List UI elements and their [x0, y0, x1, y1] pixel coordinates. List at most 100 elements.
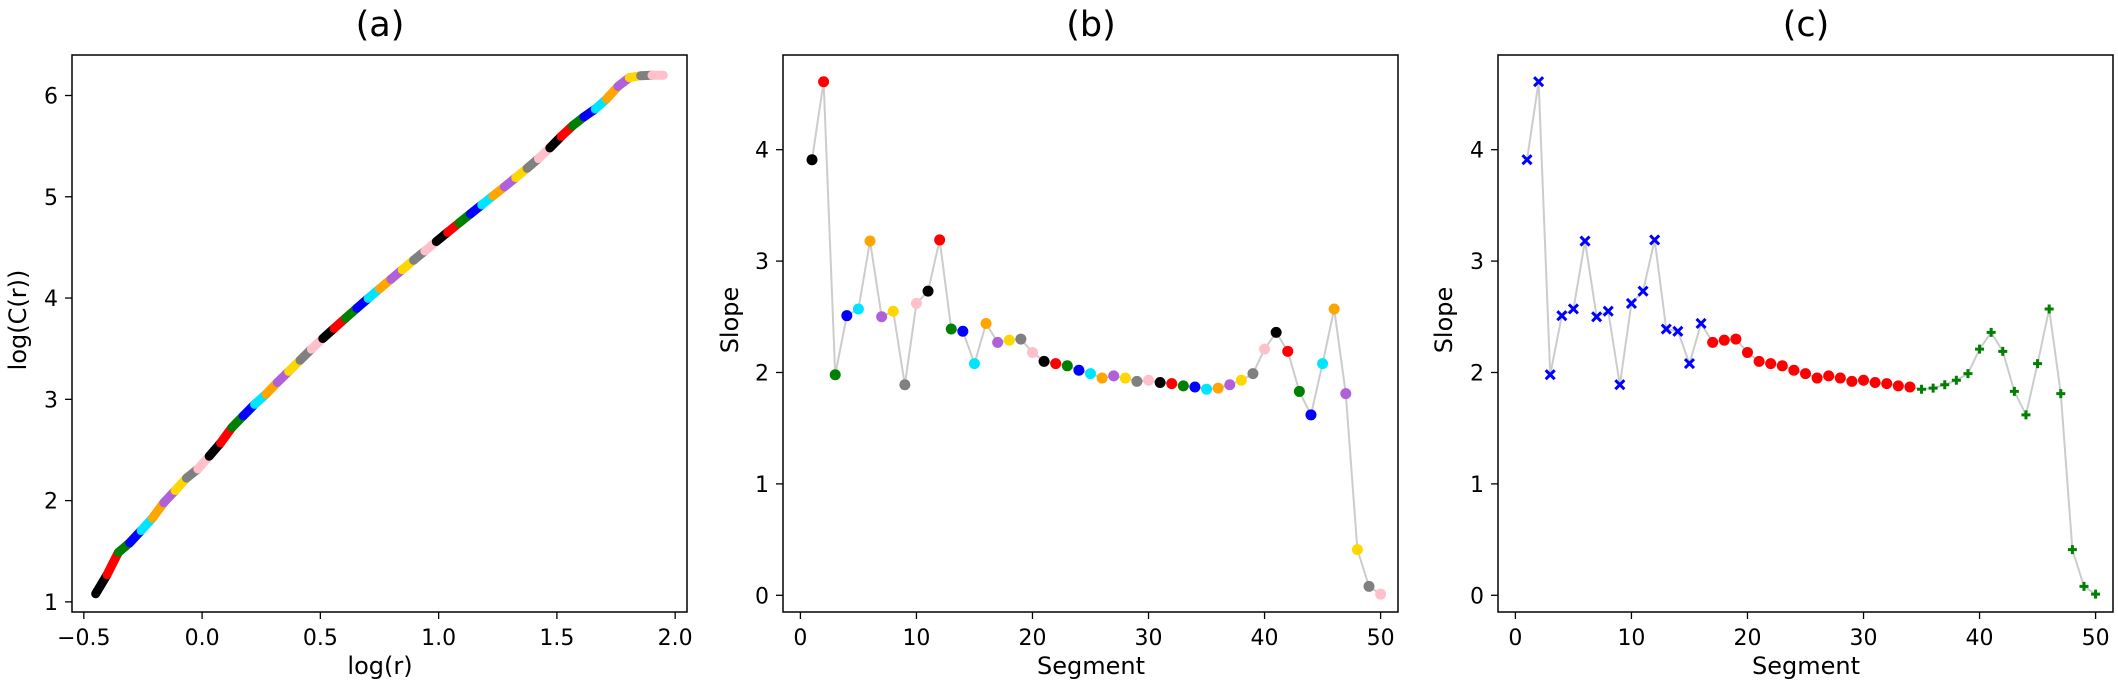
y-tick-label: 4 [1470, 139, 1484, 164]
slope-point-50 [1375, 588, 1387, 600]
slope-point-48 [1351, 544, 1363, 556]
x-tick-label: 1.5 [539, 626, 574, 651]
slope-point-9 [899, 379, 911, 391]
slope-point-23 [1061, 360, 1073, 372]
slope-point-25 [1800, 368, 1811, 380]
slope-point-21 [1038, 355, 1050, 367]
slope-point-21 [1753, 355, 1765, 367]
slope-point-29 [1846, 375, 1858, 387]
slope-point-10 [1625, 297, 1638, 309]
x-tick-label: 50 [2082, 626, 2110, 651]
slope-point-34 [1189, 381, 1201, 393]
y-tick-label: 2 [755, 361, 769, 386]
panel-a: (a) log(r) log(C(r)) −0.5 0.0 0.5 1.0 1.5 2.0… [4, 5, 693, 680]
slope-point-9 [1614, 379, 1626, 391]
slope-point-46 [1328, 303, 1340, 315]
slope-point-7 [876, 311, 888, 323]
panel-a-marks [91, 70, 668, 599]
slope-point-14 [1672, 325, 1684, 337]
slope-point-22 [1050, 358, 1062, 370]
slope-point-37 [1940, 380, 1950, 390]
slope-point-44 [2021, 410, 2031, 420]
slope-point-45 [1317, 358, 1329, 370]
slope-point-30 [1143, 374, 1155, 386]
slope-point-1 [806, 154, 818, 166]
x-tick-label: 30 [1850, 626, 1878, 651]
x-tick-label: 0 [1508, 626, 1522, 651]
slope-point-30 [1858, 374, 1870, 386]
panel-a-ylabel: log(C(r)) [4, 270, 32, 371]
slope-point-43 [1293, 385, 1305, 397]
slope-point-24 [1073, 364, 1085, 376]
slope-point-49 [2079, 581, 2089, 591]
slope-point-12 [1649, 234, 1661, 246]
slope-point-38 [1235, 374, 1247, 386]
slope-point-44 [1305, 409, 1317, 421]
y-tick-label: 0 [1470, 584, 1484, 609]
slope-point-11 [922, 285, 934, 297]
slope-point-49 [1363, 580, 1375, 592]
y-tick-label: 3 [1470, 250, 1484, 275]
slope-point-40 [1975, 344, 1985, 354]
panel-b-frame [782, 54, 1399, 613]
x-tick-label: 2.0 [658, 626, 693, 651]
slope-point-20 [1026, 346, 1038, 358]
slope-point-34 [1904, 381, 1916, 393]
panel-b-ylabel: Slope [716, 287, 744, 354]
slope-point-16 [1695, 317, 1707, 330]
slope-point-10 [910, 297, 922, 309]
y-tick-label: 0 [755, 584, 769, 609]
slope-point-42 [1282, 345, 1294, 357]
slope-point-28 [1834, 372, 1846, 384]
panel-c-frame [1497, 54, 2114, 613]
slope-point-2 [1533, 76, 1545, 88]
slope-point-48 [2067, 545, 2077, 555]
panel-b-ticks: 0 10 20 30 40 50 0 1 2 3 4 [755, 139, 1395, 651]
slope-point-6 [1579, 235, 1591, 247]
slope-connector-line [811, 81, 1382, 596]
slope-point-35 [1917, 384, 1927, 394]
y-tick-label: 1 [755, 473, 769, 498]
panel-c-title: (c) [1783, 5, 1830, 45]
x-tick-label: 20 [1018, 626, 1046, 651]
y-tick-label: 5 [44, 186, 58, 211]
slope-point-4 [1556, 310, 1568, 322]
slope-point-13 [1660, 323, 1672, 335]
y-tick-label: 1 [1470, 473, 1484, 498]
x-tick-label: 30 [1135, 626, 1163, 651]
slope-point-26 [1811, 372, 1823, 384]
panel-c-marks [1521, 76, 2101, 599]
y-tick-label: 2 [44, 490, 58, 515]
x-tick-label: −0.5 [57, 626, 110, 651]
slope-point-33 [1177, 380, 1189, 392]
slope-point-15 [968, 358, 980, 370]
y-tick-label: 3 [44, 388, 58, 413]
slope-point-17 [1707, 336, 1719, 348]
slope-point-47 [2056, 389, 2066, 399]
slope-connector-line [1526, 81, 2097, 596]
x-tick-label: 50 [1367, 626, 1395, 651]
slope-point-14 [957, 325, 969, 337]
panel-a-title: (a) [356, 5, 405, 45]
slope-point-18 [1718, 334, 1730, 346]
x-tick-label: 10 [902, 626, 930, 651]
slope-point-37 [1224, 379, 1236, 391]
x-tick-label: 1.0 [421, 626, 456, 651]
panel-b: (b) Segment Slope 0 10 20 30 40 50 0 1 2 3 4 [716, 5, 1399, 680]
slope-point-43 [2009, 386, 2019, 396]
slope-point-31 [1154, 377, 1166, 389]
panel-a-xlabel: log(r) [347, 652, 412, 680]
slope-point-32 [1166, 378, 1178, 390]
panel-a-ticks: −0.5 0.0 0.5 1.0 1.5 2.0 1 2 3 4 5 6 [44, 85, 693, 651]
slope-point-45 [2033, 359, 2043, 369]
y-tick-label: 1 [44, 591, 58, 616]
y-tick-label: 4 [755, 139, 769, 164]
slope-point-20 [1741, 346, 1753, 358]
x-tick-label: 10 [1617, 626, 1645, 651]
panel-c-ticks: 0 10 20 30 40 50 0 1 2 3 4 [1470, 139, 2110, 651]
panel-a-frame [71, 54, 688, 613]
slope-point-50 [2091, 589, 2101, 599]
slope-point-40 [1259, 343, 1271, 355]
slope-point-16 [980, 317, 992, 329]
